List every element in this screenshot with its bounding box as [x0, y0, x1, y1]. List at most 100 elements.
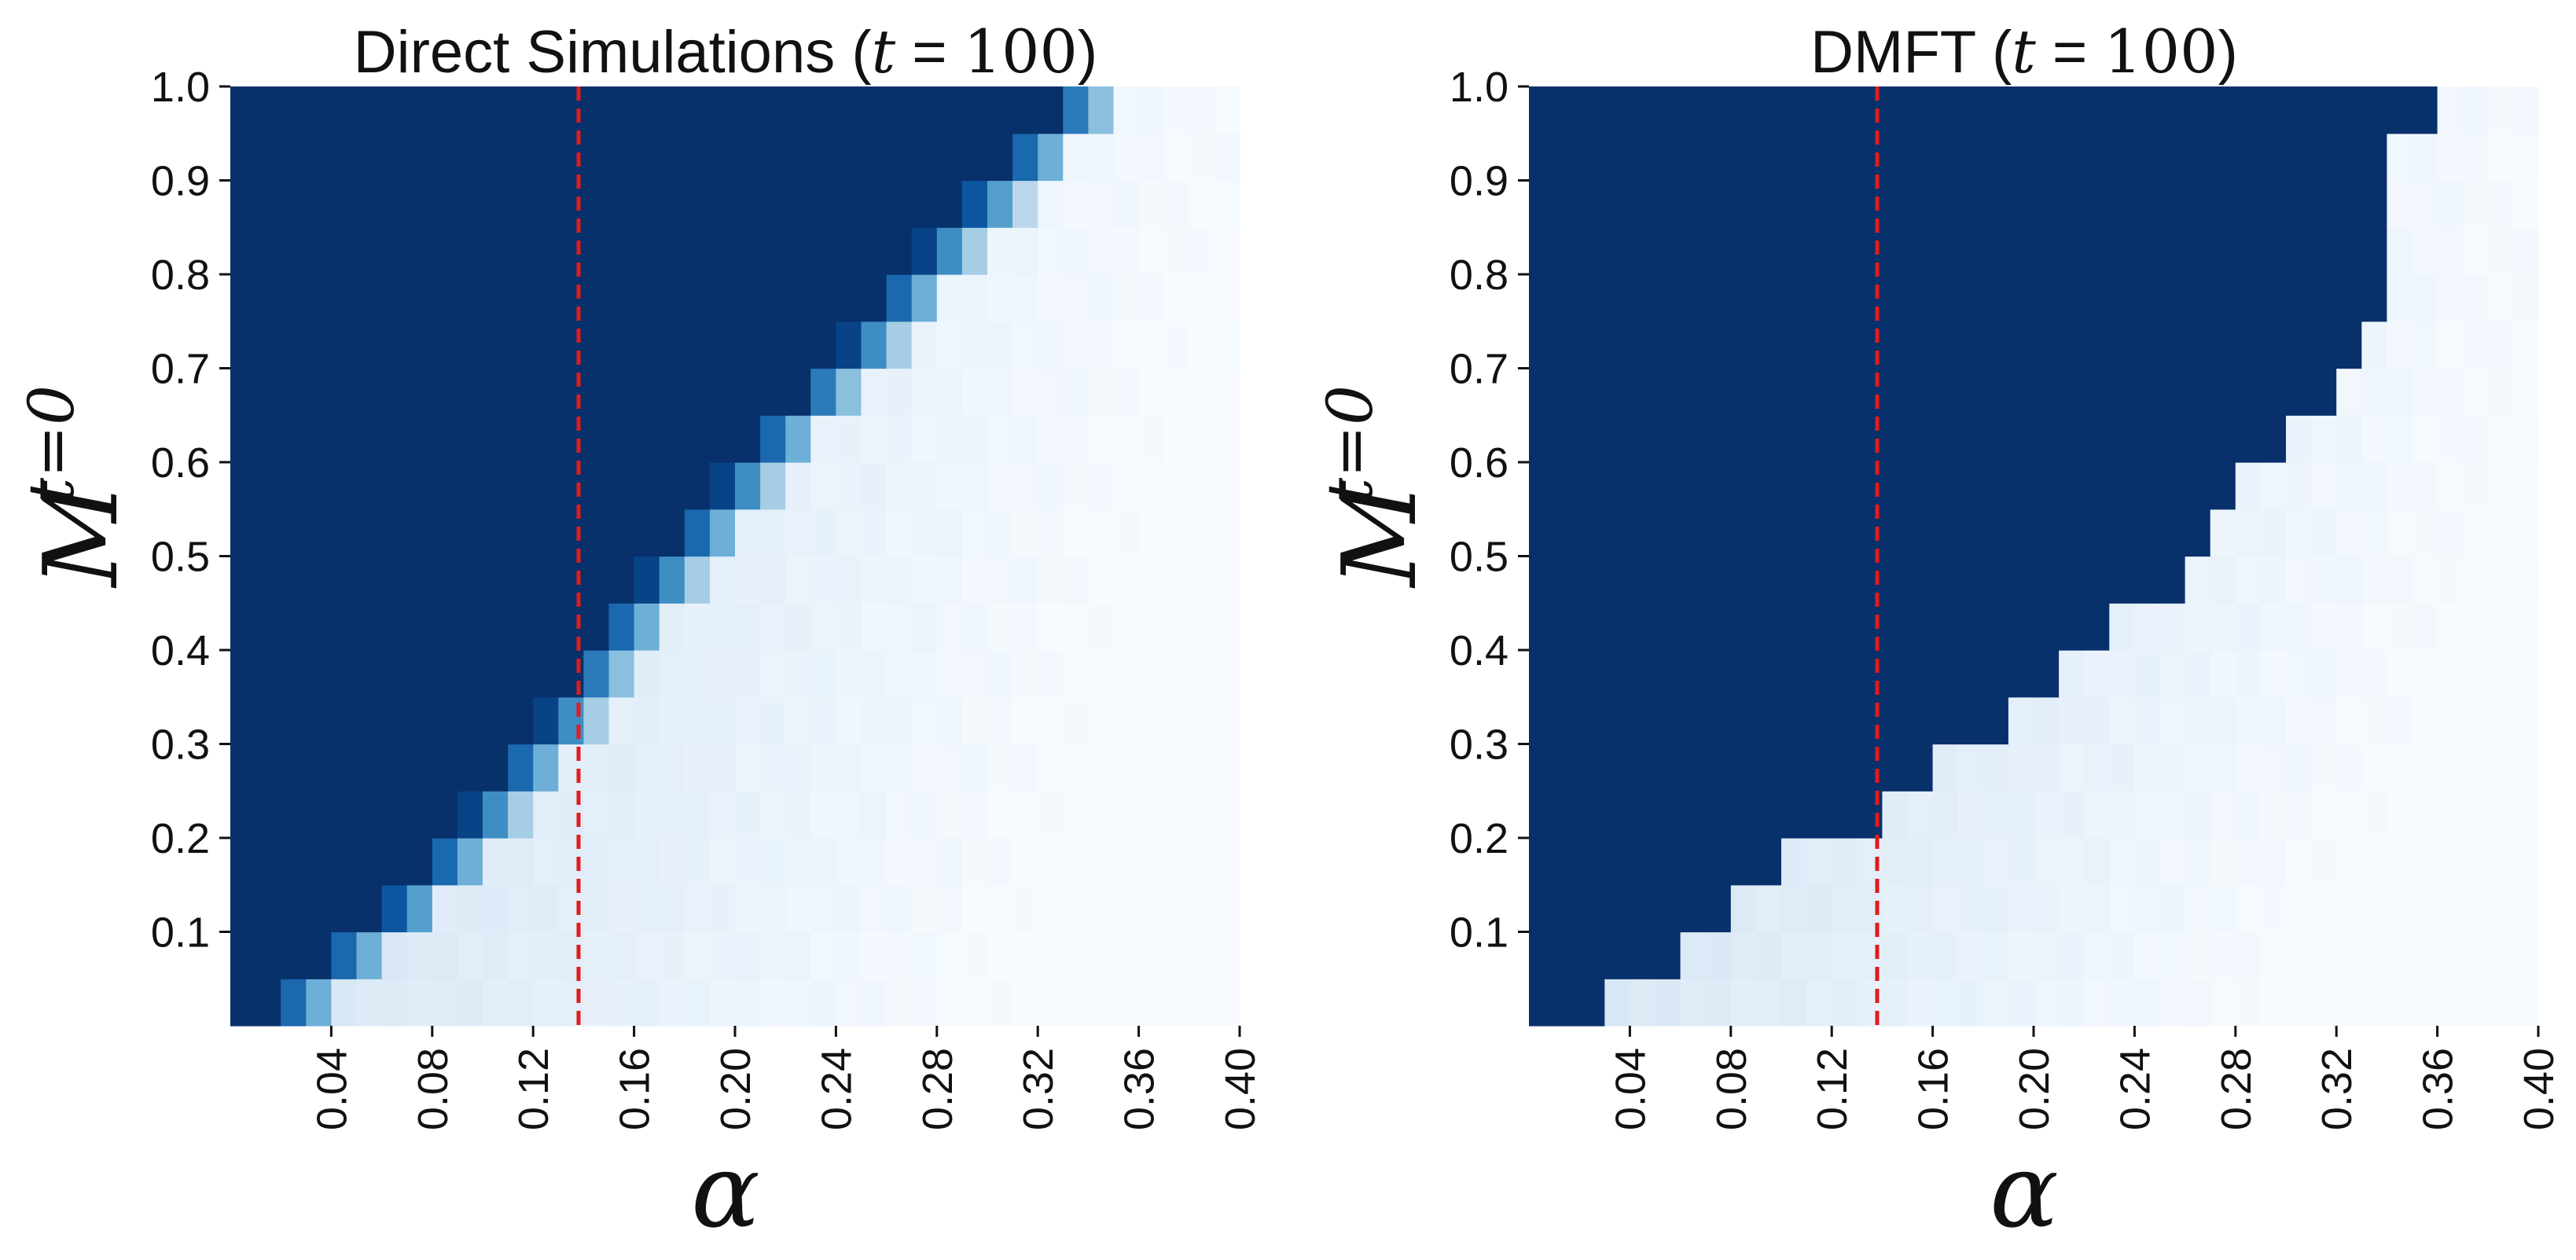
heatmap-cell: [1554, 86, 1580, 134]
heatmap-cell: [2159, 415, 2186, 463]
heatmap-cell: [1655, 979, 1681, 1027]
heatmap-cell: [306, 415, 332, 463]
heatmap-cell: [432, 274, 458, 322]
heatmap-cell: [2412, 509, 2438, 557]
heatmap-cell: [1755, 979, 1782, 1027]
heatmap-cell: [961, 556, 988, 604]
heatmap-cell: [2034, 86, 2060, 134]
heatmap-cell: [634, 86, 660, 134]
heatmap-cell: [2084, 884, 2110, 933]
heatmap-cell: [2286, 227, 2312, 275]
heatmap-cell: [2235, 133, 2262, 182]
heatmap-cell: [1579, 838, 1605, 886]
heatmap-cell: [1932, 979, 1959, 1027]
heatmap-cell: [331, 931, 358, 979]
heatmap-cell: [2286, 931, 2312, 979]
heatmap-cell: [255, 884, 281, 933]
x-tick-label: 0.20: [712, 1048, 759, 1130]
heatmap-cell: [1088, 931, 1115, 979]
y-axis-label: M t=0: [15, 385, 141, 589]
heatmap-cell: [810, 227, 836, 275]
heatmap-cell: [987, 556, 1013, 604]
heatmap-cell: [2084, 696, 2110, 745]
heatmap-cell: [2134, 415, 2161, 463]
heatmap-cell: [1730, 133, 1757, 182]
heatmap-cell: [406, 979, 433, 1027]
heatmap-cell: [583, 133, 610, 182]
heatmap-cell: [281, 462, 307, 510]
heatmap-cell: [508, 86, 534, 134]
heatmap-cell: [306, 227, 332, 275]
heatmap-cell: [1806, 650, 1832, 698]
heatmap-cell: [608, 791, 635, 839]
heatmap-cell: [1088, 86, 1115, 134]
heatmap-cell: [1705, 227, 1732, 275]
heatmap-cell: [709, 556, 736, 604]
heatmap-cell: [1957, 884, 1984, 933]
heatmap-cell: [230, 838, 256, 886]
heatmap-cell: [1983, 979, 2009, 1027]
heatmap-cell: [1163, 791, 1190, 839]
heatmap-cell: [634, 744, 660, 792]
heatmap-cell: [1730, 931, 1757, 979]
heatmap-cell: [1214, 415, 1240, 463]
heatmap-cell: [1063, 744, 1089, 792]
heatmap-cell: [2134, 133, 2161, 182]
heatmap-cell: [1882, 696, 1909, 745]
heatmap-cell: [2134, 180, 2161, 228]
heatmap-cell: [1554, 791, 1580, 839]
heatmap-cell: [1907, 227, 1934, 275]
heatmap-cell: [1529, 415, 1555, 463]
heatmap-cell: [810, 180, 836, 228]
heatmap-cell: [1755, 696, 1782, 745]
heatmap-cell: [1063, 838, 1089, 886]
heatmap-cell: [2311, 979, 2337, 1027]
heatmap-cell: [583, 227, 610, 275]
heatmap-cell: [508, 979, 534, 1027]
heatmap-cell: [1882, 650, 1909, 698]
heatmap-cell: [1579, 274, 1605, 322]
heatmap-cell: [1579, 180, 1605, 228]
heatmap-cell: [810, 603, 836, 651]
heatmap-cell: [1983, 838, 2009, 886]
heatmap-cell: [1832, 133, 1858, 182]
heatmap-cell: [2311, 603, 2337, 651]
heatmap-cell: [2286, 368, 2312, 416]
heatmap-cell: [961, 744, 988, 792]
heatmap-cell: [2235, 650, 2262, 698]
heatmap-cell: [634, 415, 660, 463]
heatmap-cell: [230, 603, 256, 651]
heatmap-cell: [760, 180, 786, 228]
heatmap-cell: [1932, 274, 1959, 322]
heatmap-cell: [1630, 696, 1656, 745]
heatmap-cell: [1781, 979, 1807, 1027]
heatmap-cell: [1755, 133, 1782, 182]
heatmap-cell: [1957, 415, 1984, 463]
heatmap-cell: [1781, 133, 1807, 182]
heatmap-cell: [2008, 227, 2034, 275]
heatmap-cell: [457, 509, 483, 557]
heatmap-cell: [1163, 931, 1190, 979]
heatmap-cell: [1755, 884, 1782, 933]
heatmap-cell: [886, 133, 913, 182]
x-tick-label: 0.32: [1015, 1048, 1062, 1130]
heatmap-cell: [1932, 86, 1959, 134]
heatmap-cell: [2134, 884, 2161, 933]
heatmap-cell: [483, 86, 509, 134]
heatmap-cell: [2387, 86, 2413, 134]
heatmap-cell: [886, 931, 913, 979]
heatmap-cell: [2412, 86, 2438, 134]
heatmap-cell: [1705, 321, 1732, 369]
y-axis-ticks: 1.00.90.80.70.60.50.40.30.20.1: [1450, 64, 1529, 957]
heatmap-cell: [1214, 462, 1240, 510]
heatmap-cell: [2134, 556, 2161, 604]
heatmap-cell: [1983, 368, 2009, 416]
heatmap-cell: [356, 650, 383, 698]
heatmap-cell: [1882, 884, 1909, 933]
heatmap-cell: [356, 86, 383, 134]
heatmap-cell: [2387, 133, 2413, 182]
heatmap-cell: [356, 321, 383, 369]
heatmap-cell: [2008, 744, 2034, 792]
heatmap-cell: [1579, 227, 1605, 275]
heatmap-cell: [1630, 133, 1656, 182]
